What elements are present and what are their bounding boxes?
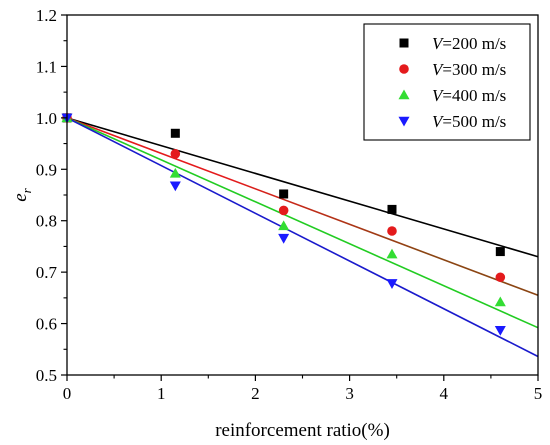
data-point-series-3 bbox=[386, 248, 398, 259]
fit-line-series-1 bbox=[66, 117, 539, 258]
data-point-series-3 bbox=[494, 296, 506, 307]
y-tick-label: 1.0 bbox=[36, 109, 57, 128]
y-tick-label: 1.1 bbox=[36, 57, 57, 76]
data-point-series-4 bbox=[169, 181, 181, 192]
legend-label-series-1: V=200 m/s bbox=[432, 34, 506, 53]
legend-box bbox=[363, 23, 531, 141]
x-tick-label: 1 bbox=[157, 384, 166, 403]
data-point-series-4 bbox=[494, 325, 506, 336]
data-point-series-2 bbox=[278, 205, 289, 216]
axis-ticks bbox=[61, 14, 539, 381]
y-tick-label: 1.2 bbox=[36, 6, 57, 25]
fit-line-series-2 bbox=[66, 117, 539, 297]
y-tick-label: 0.6 bbox=[36, 315, 57, 334]
legend-marker-series-1 bbox=[399, 38, 409, 48]
legend-marker-series-3 bbox=[398, 89, 410, 100]
data-point-series-1 bbox=[279, 189, 289, 199]
data-point-series-1 bbox=[387, 204, 397, 214]
y-tick-label: 0.8 bbox=[36, 212, 57, 231]
x-tick-label: 0 bbox=[63, 384, 72, 403]
fit-line-series-4 bbox=[66, 117, 539, 358]
legend: V=200 m/s V=300 m/s V=400 m/s V=500 m/s bbox=[363, 23, 531, 141]
data-point-series-3 bbox=[278, 220, 290, 231]
y-tick-label: 0.5 bbox=[36, 366, 57, 385]
data-point-series-3 bbox=[169, 167, 181, 178]
x-tick-label: 5 bbox=[534, 384, 543, 403]
legend-marker-series-2 bbox=[399, 64, 409, 74]
data-point-series-1 bbox=[495, 247, 505, 257]
fit-line-series-3 bbox=[66, 117, 539, 329]
data-point-series-2 bbox=[170, 149, 181, 159]
y-axis-title-sub: r bbox=[19, 187, 34, 193]
x-axis-title: reinforcement ratio(%) bbox=[215, 420, 390, 441]
legend-marker-series-4 bbox=[398, 116, 410, 127]
y-tick-label: 0.7 bbox=[36, 263, 58, 282]
x-tick-label: 2 bbox=[251, 384, 260, 403]
data-point-series-2 bbox=[495, 272, 506, 283]
legend-label-series-4: V=500 m/s bbox=[432, 112, 506, 131]
y-axis-title-main: e bbox=[10, 193, 31, 201]
data-point-series-1 bbox=[170, 128, 180, 138]
data-point-series-2 bbox=[387, 226, 397, 236]
legend-label-series-3: V=400 m/s bbox=[432, 86, 506, 105]
x-tick-label: 4 bbox=[440, 384, 449, 403]
fit-lines bbox=[66, 117, 539, 358]
y-tick-label: 0.9 bbox=[36, 160, 57, 179]
data-point-series-4 bbox=[386, 279, 398, 289]
tick-labels: 0 1 2 3 4 5 0.5 0.6 0.7 0.8 0.9 1.0 1.1 1.2 bbox=[36, 6, 543, 403]
y-axis-title: er bbox=[10, 187, 34, 201]
x-tick-label: 3 bbox=[345, 384, 354, 403]
legend-label-series-2: V=300 m/s bbox=[432, 60, 506, 79]
data-point-series-4 bbox=[278, 233, 290, 244]
